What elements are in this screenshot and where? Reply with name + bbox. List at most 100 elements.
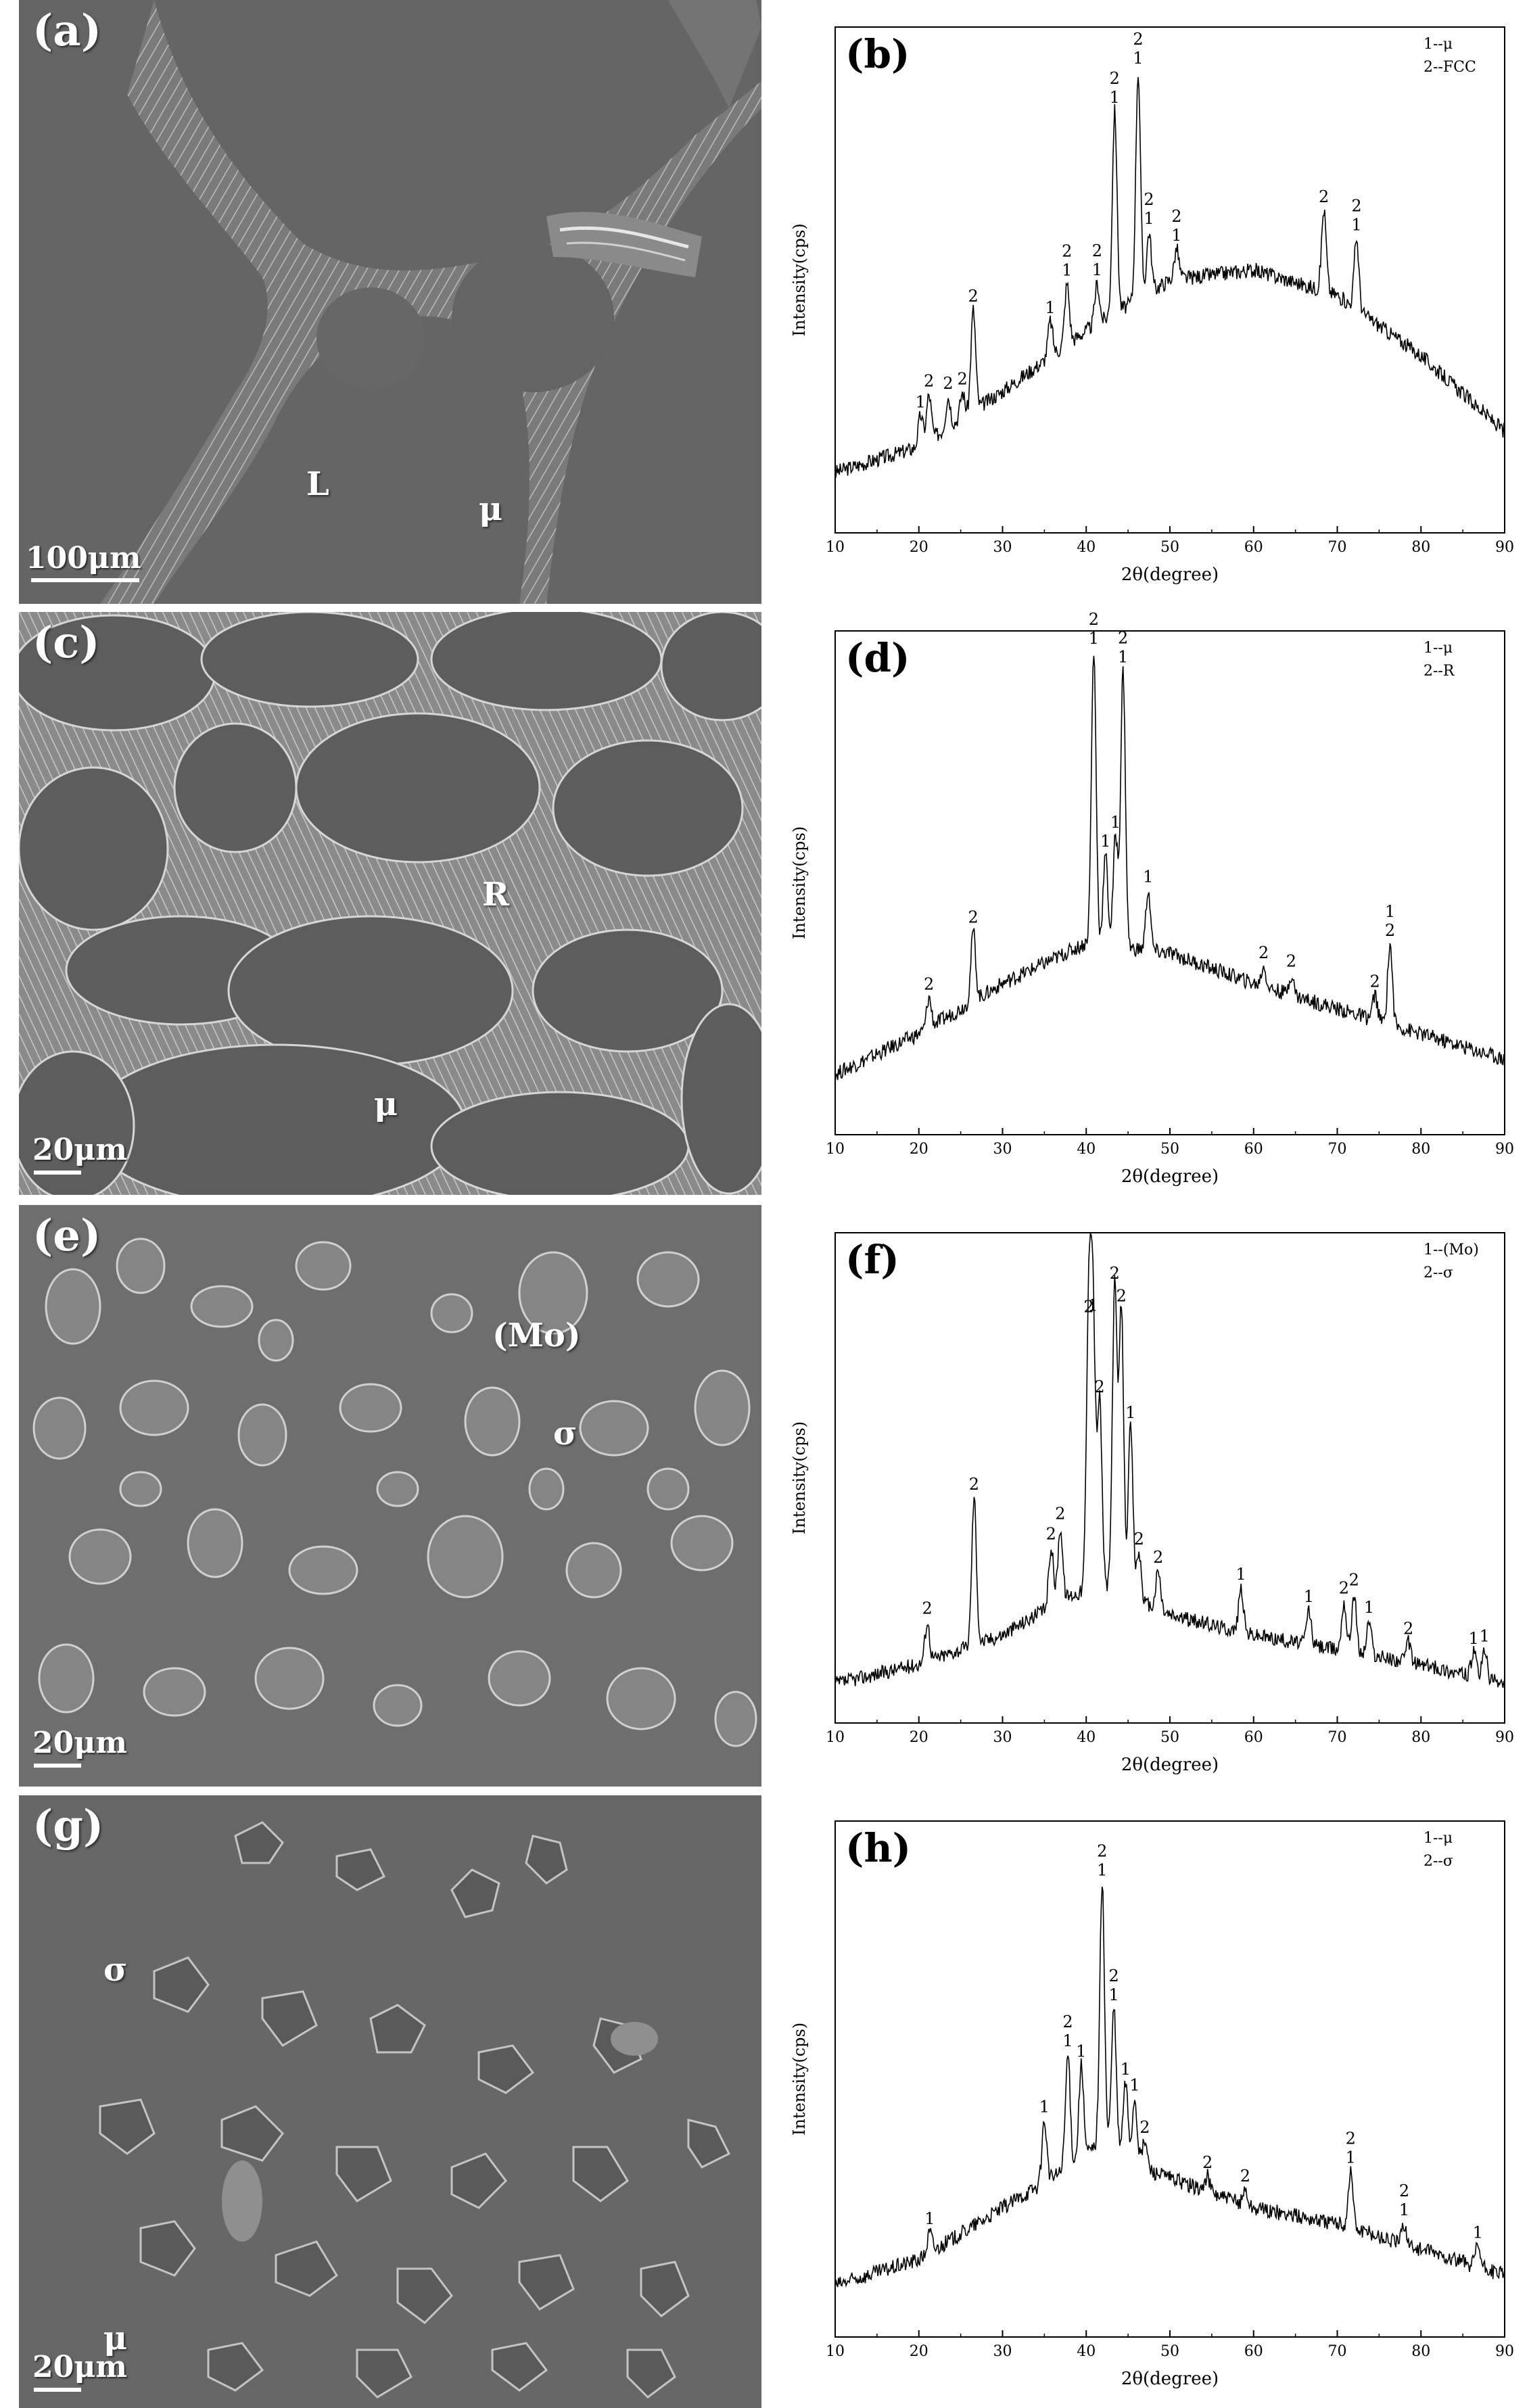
x-tick-label: 30 xyxy=(993,1729,1012,1746)
xrd-chart-f: 10 20 30 40 50 60 70 80 90 2θ(degree) Intensity(cp… xyxy=(790,1231,1514,1775)
plot-frame xyxy=(834,1232,1505,1724)
plot-frame xyxy=(834,1820,1505,2338)
peak-label: 2 xyxy=(924,372,934,391)
x-tick-label: 40 xyxy=(1077,539,1096,556)
peak-label: 2 xyxy=(1108,1966,1119,1985)
peak-label: 1 xyxy=(1110,813,1121,832)
x-tick-label: 20 xyxy=(910,539,928,556)
micrograph-c: (c) R μ 20μm xyxy=(19,612,761,1195)
x-tick-label: 20 xyxy=(910,1141,928,1158)
xrd-trace xyxy=(834,77,1505,478)
x-tick-label: 10 xyxy=(826,1141,845,1158)
xrd-h: 10 20 30 40 50 60 70 80 90 2θ(degree) Intensity(cp… xyxy=(771,1794,1529,2408)
x-tick-label: 10 xyxy=(826,1729,845,1746)
x-tick-label: 50 xyxy=(1160,2343,1179,2360)
liquid-phase-region xyxy=(100,0,761,604)
x-tick-label: 30 xyxy=(993,539,1012,556)
panel-label-b: (b) xyxy=(845,31,910,77)
panel-label-f: (f) xyxy=(845,1237,899,1283)
peak-label: 1 xyxy=(1480,1627,1490,1646)
peak-label: 2 xyxy=(1092,241,1102,260)
peak-label: 2 xyxy=(1116,1286,1127,1305)
peak-label: 2 xyxy=(1062,2012,1073,2031)
peak-label: 1 xyxy=(1236,1565,1246,1584)
micrograph-e: (e) (Mo) σ 20μm xyxy=(19,1205,761,1787)
x-tick-label: 90 xyxy=(1495,539,1514,556)
x-axis-label: 2θ(degree) xyxy=(1121,2369,1219,2389)
x-tick-label: 80 xyxy=(1411,2343,1430,2360)
peak-label: 1 xyxy=(1062,261,1072,280)
peak-label: 2 xyxy=(968,907,979,926)
peak-label: 2 xyxy=(1286,951,1296,970)
x-tick-label: 70 xyxy=(1328,1141,1347,1158)
peak-label: 2 xyxy=(1399,2181,1409,2200)
peak-label: 2 xyxy=(924,974,934,993)
peak-label: 1 xyxy=(1062,2031,1073,2050)
peak-label: 2 xyxy=(1153,1548,1163,1567)
phase-label-mu-c: μ xyxy=(374,1085,398,1123)
peak-label: 2 xyxy=(1370,972,1380,991)
legend-entry: 1--μ xyxy=(1424,640,1453,657)
x-tick-label: 10 xyxy=(826,2343,845,2360)
peak-label: 1 xyxy=(1076,2042,1086,2061)
phase-label-mo: (Mo) xyxy=(492,1317,581,1354)
peak-label: 1 xyxy=(1385,902,1395,921)
micrograph-g-texture xyxy=(19,1795,761,2408)
scale-bar-a xyxy=(31,578,139,582)
peak-label: 2 xyxy=(1339,1578,1349,1597)
peak-label: 1 xyxy=(1088,1296,1098,1315)
x-tick-label: 60 xyxy=(1244,539,1263,556)
xrd-chart-h: 10 20 30 40 50 60 70 80 90 2θ(degree) Intensity(cp… xyxy=(790,1820,1514,2389)
x-tick-label: 80 xyxy=(1411,1729,1430,1746)
peak-label: 1 xyxy=(1089,629,1099,648)
x-tick-label: 60 xyxy=(1244,1729,1263,1746)
peak-label: 2 xyxy=(1110,1264,1120,1283)
peak-label: 2 xyxy=(1094,1377,1104,1396)
x-tick-label: 40 xyxy=(1077,2343,1096,2360)
x-tick-label: 70 xyxy=(1328,2343,1347,2360)
peak-label: 2 xyxy=(922,1599,932,1618)
peak-label: 1 xyxy=(1364,1598,1374,1617)
peak-label: 1 xyxy=(1129,2075,1139,2094)
x-tick-label: 20 xyxy=(910,1729,928,1746)
legend-entry: 2--σ xyxy=(1424,1265,1453,1281)
peak-label: 2 xyxy=(1202,2153,1213,2172)
scale-bar-c xyxy=(34,1171,81,1175)
x-tick-label: 10 xyxy=(826,539,845,556)
x-tick-label: 80 xyxy=(1411,1141,1430,1158)
xrd-trace xyxy=(834,655,1505,1082)
xrd-chart-b: 10 20 30 40 50 60 70 80 90 2θ(degree) Intensity(cp… xyxy=(790,26,1514,585)
y-axis-label: Intensity(cps) xyxy=(790,826,809,939)
panel-label-c: (c) xyxy=(32,617,100,668)
peak-label: 1 xyxy=(1304,1587,1314,1606)
peak-label: 1 xyxy=(1469,1629,1479,1648)
peak-label: 2 xyxy=(1046,1524,1056,1543)
xrd-d: 10 20 30 40 50 60 70 80 90 2θ(degree) Intensity(cp… xyxy=(771,604,1529,1206)
peak-label: 1 xyxy=(1144,209,1154,228)
peak-label: 2 xyxy=(1351,196,1361,215)
legend-entry: 2--σ xyxy=(1424,1853,1453,1870)
phase-label-r: R xyxy=(482,876,509,914)
phase-label-sigma: σ xyxy=(553,1415,578,1453)
peak-label: 1 xyxy=(1133,49,1143,68)
peak-label: 1 xyxy=(1171,226,1181,245)
peak-label: 1 xyxy=(1121,2060,1131,2079)
peak-label: 2 xyxy=(1171,207,1181,226)
peak-label: 1 xyxy=(1125,1403,1135,1422)
x-tick-label: 80 xyxy=(1411,539,1430,556)
phase-label-sigma-g: σ xyxy=(103,1951,128,1989)
peak-label: 1 xyxy=(1143,868,1153,887)
peak-label: 2 xyxy=(1385,921,1395,940)
peak-label: 1 xyxy=(1351,215,1361,234)
xrd-b: 10 20 30 40 50 60 70 80 90 2θ(degree) Intensity(cp… xyxy=(771,0,1529,604)
peak-label: 2 xyxy=(1083,1297,1093,1316)
x-tick-label: 90 xyxy=(1495,1729,1514,1746)
x-tick-label: 70 xyxy=(1328,539,1347,556)
peak-label: 1 xyxy=(1346,2148,1356,2167)
x-tick-label: 90 xyxy=(1495,2343,1514,2360)
y-axis-label: Intensity(cps) xyxy=(790,223,809,336)
x-axis-label: 2θ(degree) xyxy=(1121,565,1219,585)
peak-label: 2 xyxy=(1089,610,1099,629)
panel-label-h: (h) xyxy=(845,1825,911,1871)
scale-bar-label-a: 100μm xyxy=(26,541,141,575)
